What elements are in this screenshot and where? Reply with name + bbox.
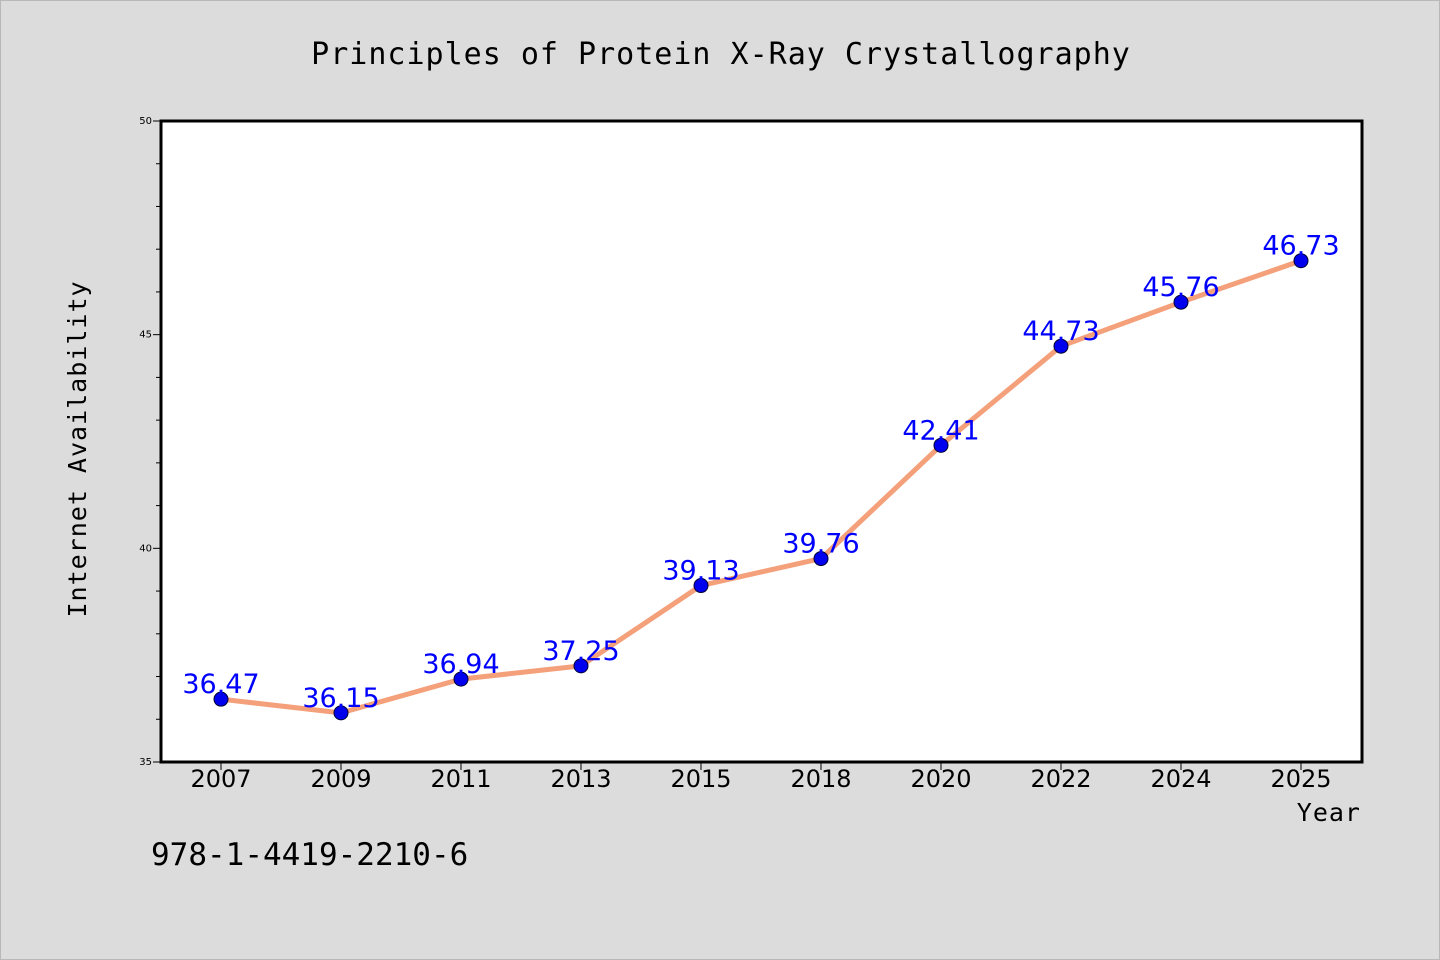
- data-label: 39.13: [662, 556, 739, 587]
- y-axis-label: Internet Availability: [63, 280, 92, 617]
- data-label: 37.25: [542, 636, 619, 667]
- x-tick-label: 2011: [430, 765, 491, 793]
- x-tick-label: 2007: [190, 765, 251, 793]
- data-label: 36.15: [302, 683, 379, 714]
- x-tick-label: 2022: [1030, 765, 1091, 793]
- data-point-marker: [933, 437, 949, 453]
- isbn-text: 978-1-4419-2210-6: [151, 837, 468, 873]
- data-point-marker: [573, 658, 589, 674]
- y-axis: 35 40 45 50: [139, 116, 161, 768]
- data-label: 44.73: [1022, 316, 1099, 347]
- data-point-marker: [813, 551, 829, 567]
- data-point-marker: [1293, 253, 1309, 269]
- data-label: 42.41: [902, 415, 979, 446]
- data-point-marker: [1173, 294, 1189, 310]
- plot-area: [159, 119, 1364, 764]
- y-tick-label: 50: [139, 116, 152, 127]
- data-point-marker: [693, 578, 709, 594]
- x-tick-label: 2025: [1270, 765, 1331, 793]
- data-label: 45.76: [1142, 272, 1219, 303]
- data-label: 39.76: [782, 529, 859, 560]
- chart-title: Principles of Protein X-Ray Crystallogra…: [311, 37, 1131, 72]
- x-axis: 2007 2009 2011 2013 2015 2018 2020 2022 2024 2025: [190, 762, 1332, 793]
- data-label: 36.47: [182, 669, 259, 700]
- data-labels: 36.47 36.15 36.94 37.25 39.13 39.76 42.41 44.73…: [182, 231, 1339, 714]
- x-tick-label: 2013: [550, 765, 611, 793]
- y-tick-label: 45: [139, 330, 152, 341]
- x-tick-label: 2015: [670, 765, 731, 793]
- x-axis-label: Year: [1297, 798, 1361, 827]
- data-point-marker: [453, 671, 469, 687]
- data-point-marker: [333, 705, 349, 721]
- data-label: 36.94: [422, 649, 499, 680]
- x-tick-label: 2024: [1150, 765, 1211, 793]
- data-point-marker: [1053, 338, 1069, 354]
- series-line: [218, 258, 1304, 716]
- x-tick-label: 2018: [790, 765, 851, 793]
- y-tick-label: 40: [139, 543, 152, 554]
- x-tick-label: 2009: [310, 765, 371, 793]
- y-tick-label: 35: [139, 757, 152, 768]
- data-point-marker: [213, 691, 229, 707]
- series-markers: [213, 253, 1309, 721]
- x-tick-label: 2020: [910, 765, 971, 793]
- data-label: 46.73: [1262, 231, 1339, 262]
